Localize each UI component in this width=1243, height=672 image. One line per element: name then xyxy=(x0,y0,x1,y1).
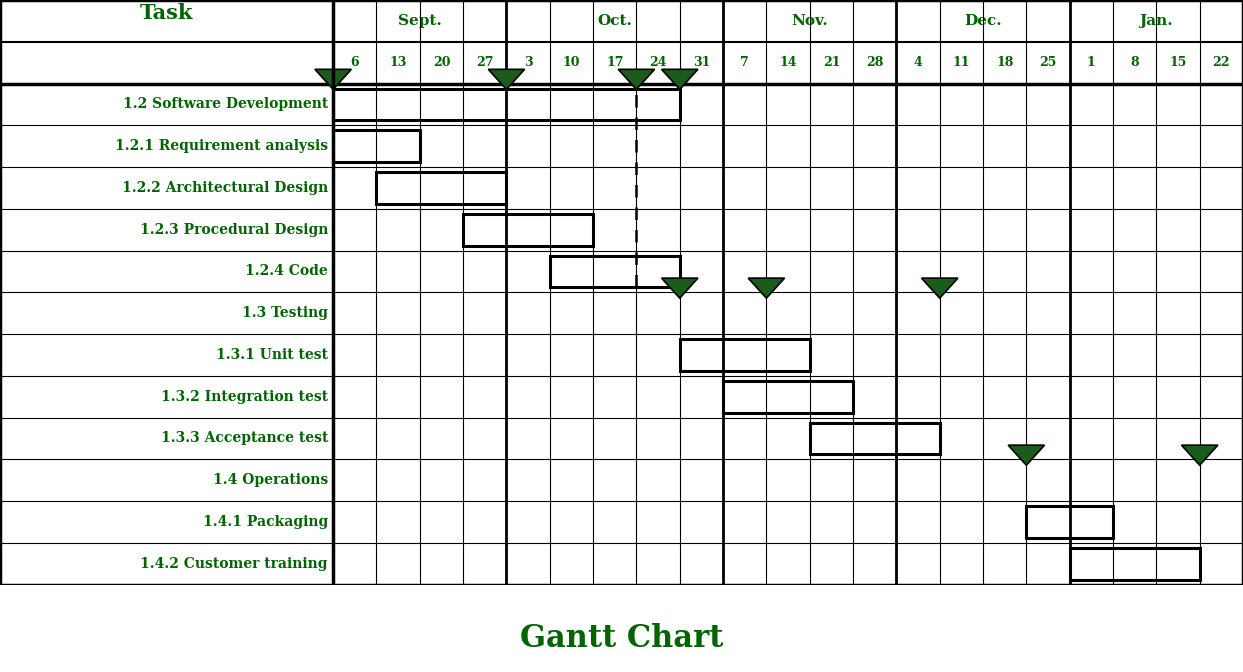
Text: 1.3 Testing: 1.3 Testing xyxy=(242,306,328,320)
Text: 1.2.3 Procedural Design: 1.2.3 Procedural Design xyxy=(139,222,328,237)
Text: 6: 6 xyxy=(351,56,359,69)
Text: 14: 14 xyxy=(779,56,797,69)
Polygon shape xyxy=(661,69,697,89)
Text: Jan.: Jan. xyxy=(1140,14,1173,28)
Bar xyxy=(464,214,593,245)
Bar xyxy=(1027,506,1112,538)
Polygon shape xyxy=(748,278,784,298)
Bar xyxy=(549,255,680,288)
Text: Gantt Chart: Gantt Chart xyxy=(520,623,723,654)
Text: 13: 13 xyxy=(389,56,406,69)
Text: 1.3.1 Unit test: 1.3.1 Unit test xyxy=(216,348,328,362)
Text: 22: 22 xyxy=(1213,56,1231,69)
Text: 11: 11 xyxy=(952,56,970,69)
Text: 15: 15 xyxy=(1170,56,1187,69)
Text: Nov.: Nov. xyxy=(792,14,828,28)
Text: Sept.: Sept. xyxy=(398,14,441,28)
Polygon shape xyxy=(921,278,958,298)
Text: 1: 1 xyxy=(1086,56,1096,69)
Text: 1.2.1 Requirement analysis: 1.2.1 Requirement analysis xyxy=(114,139,328,153)
Text: 10: 10 xyxy=(563,56,580,69)
Text: 24: 24 xyxy=(649,56,666,69)
Polygon shape xyxy=(314,69,352,89)
Text: Dec.: Dec. xyxy=(965,14,1002,28)
Text: Oct.: Oct. xyxy=(598,14,633,28)
Text: 1.3.3 Acceptance test: 1.3.3 Acceptance test xyxy=(160,431,328,446)
Text: 1.4.1 Packaging: 1.4.1 Packaging xyxy=(203,515,328,529)
Polygon shape xyxy=(1008,445,1044,465)
Text: 1.2.2 Architectural Design: 1.2.2 Architectural Design xyxy=(122,181,328,195)
Text: Task: Task xyxy=(140,3,193,23)
Text: 1.2 Software Development: 1.2 Software Development xyxy=(123,97,328,112)
Text: 25: 25 xyxy=(1039,56,1057,69)
Polygon shape xyxy=(618,69,655,89)
Text: 7: 7 xyxy=(741,56,750,69)
Bar xyxy=(1070,548,1199,580)
Polygon shape xyxy=(1182,445,1218,465)
Text: 1.4 Operations: 1.4 Operations xyxy=(213,473,328,487)
Polygon shape xyxy=(488,69,525,89)
Text: 1.3.2 Integration test: 1.3.2 Integration test xyxy=(160,390,328,404)
Text: 31: 31 xyxy=(692,56,710,69)
Text: 3: 3 xyxy=(523,56,532,69)
Bar xyxy=(809,423,940,454)
Bar xyxy=(333,130,420,162)
Text: 20: 20 xyxy=(433,56,450,69)
Text: 17: 17 xyxy=(607,56,624,69)
Text: 21: 21 xyxy=(823,56,840,69)
Text: 1.2.4 Code: 1.2.4 Code xyxy=(245,265,328,278)
Polygon shape xyxy=(661,278,697,298)
Bar xyxy=(333,89,680,120)
Bar xyxy=(680,339,809,371)
Text: 4: 4 xyxy=(914,56,922,69)
Text: 28: 28 xyxy=(866,56,884,69)
Bar xyxy=(377,172,506,204)
Text: 1.4.2 Customer training: 1.4.2 Customer training xyxy=(140,557,328,571)
Text: 8: 8 xyxy=(1130,56,1139,69)
Text: 27: 27 xyxy=(476,56,493,69)
Bar xyxy=(723,381,853,413)
Text: 18: 18 xyxy=(996,56,1013,69)
